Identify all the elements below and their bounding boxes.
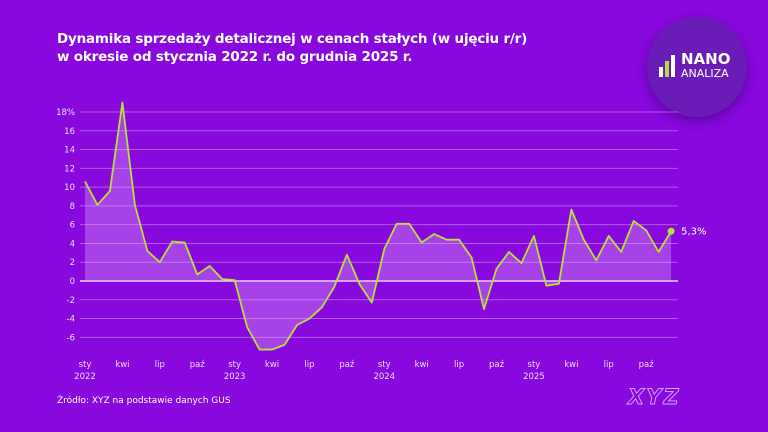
x-tick-year: 2025 [523,372,545,382]
last-point-marker [667,227,675,235]
y-tick-label: -6 [67,333,75,343]
x-tick-label: sty [378,360,391,370]
y-tick-label: -4 [67,315,75,325]
y-tick-label: 2 [70,258,75,268]
x-tick-label: lip [454,360,464,370]
y-tick-label: 16 [64,127,75,137]
area-fill [85,102,672,350]
y-tick-label: 8 [70,202,75,212]
logo-analiza: ANALIZA [681,67,729,80]
y-tick-label: 0 [70,277,75,287]
series-line [84,101,672,351]
x-tick-label: sty [228,360,241,370]
x-tick-label: paź [339,360,355,370]
title-line-2: w okresie od stycznia 2022 r. do grudnia… [57,49,413,65]
y-tick-label: -2 [67,296,75,306]
xyz-logo: XYZ [626,385,681,409]
bar-chart-icon [659,55,675,77]
nano-analiza-logo: NANO ANALIZA [647,17,747,117]
x-tick-year: 2023 [224,372,246,382]
x-tick-label: kwi [265,360,279,370]
x-tick-label: paź [489,360,505,370]
x-tick-label: kwi [415,360,429,370]
x-tick-label: lip [604,360,614,370]
source-note: Źródło: XYZ na podstawie danych GUS [57,396,231,406]
last-value-label: 5,3% [681,227,706,238]
y-tick-label: 10 [64,183,75,193]
y-tick-label: 18% [56,108,75,118]
svg-text:XYZ: XYZ [626,385,681,409]
x-tick-label: kwi [564,360,578,370]
logo-nano: NANO [681,50,731,68]
title-line-1: Dynamika sprzedaży detalicznej w cenach … [57,31,528,47]
x-tick-label: paź [639,360,655,370]
x-tick-label: kwi [115,360,129,370]
x-tick-label: paź [190,360,206,370]
y-tick-label: 14 [64,146,75,156]
x-tick-year: 2022 [74,372,96,382]
y-tick-label: 6 [70,221,75,231]
x-tick-label: lip [304,360,314,370]
x-tick-label: sty [528,360,541,370]
chart-title: Dynamika sprzedaży detalicznej w cenach … [57,30,527,66]
x-tick-label: lip [155,360,165,370]
x-tick-year: 2024 [373,372,395,382]
y-tick-label: 4 [70,239,75,249]
x-tick-label: sty [79,360,92,370]
y-tick-label: 12 [64,164,75,174]
